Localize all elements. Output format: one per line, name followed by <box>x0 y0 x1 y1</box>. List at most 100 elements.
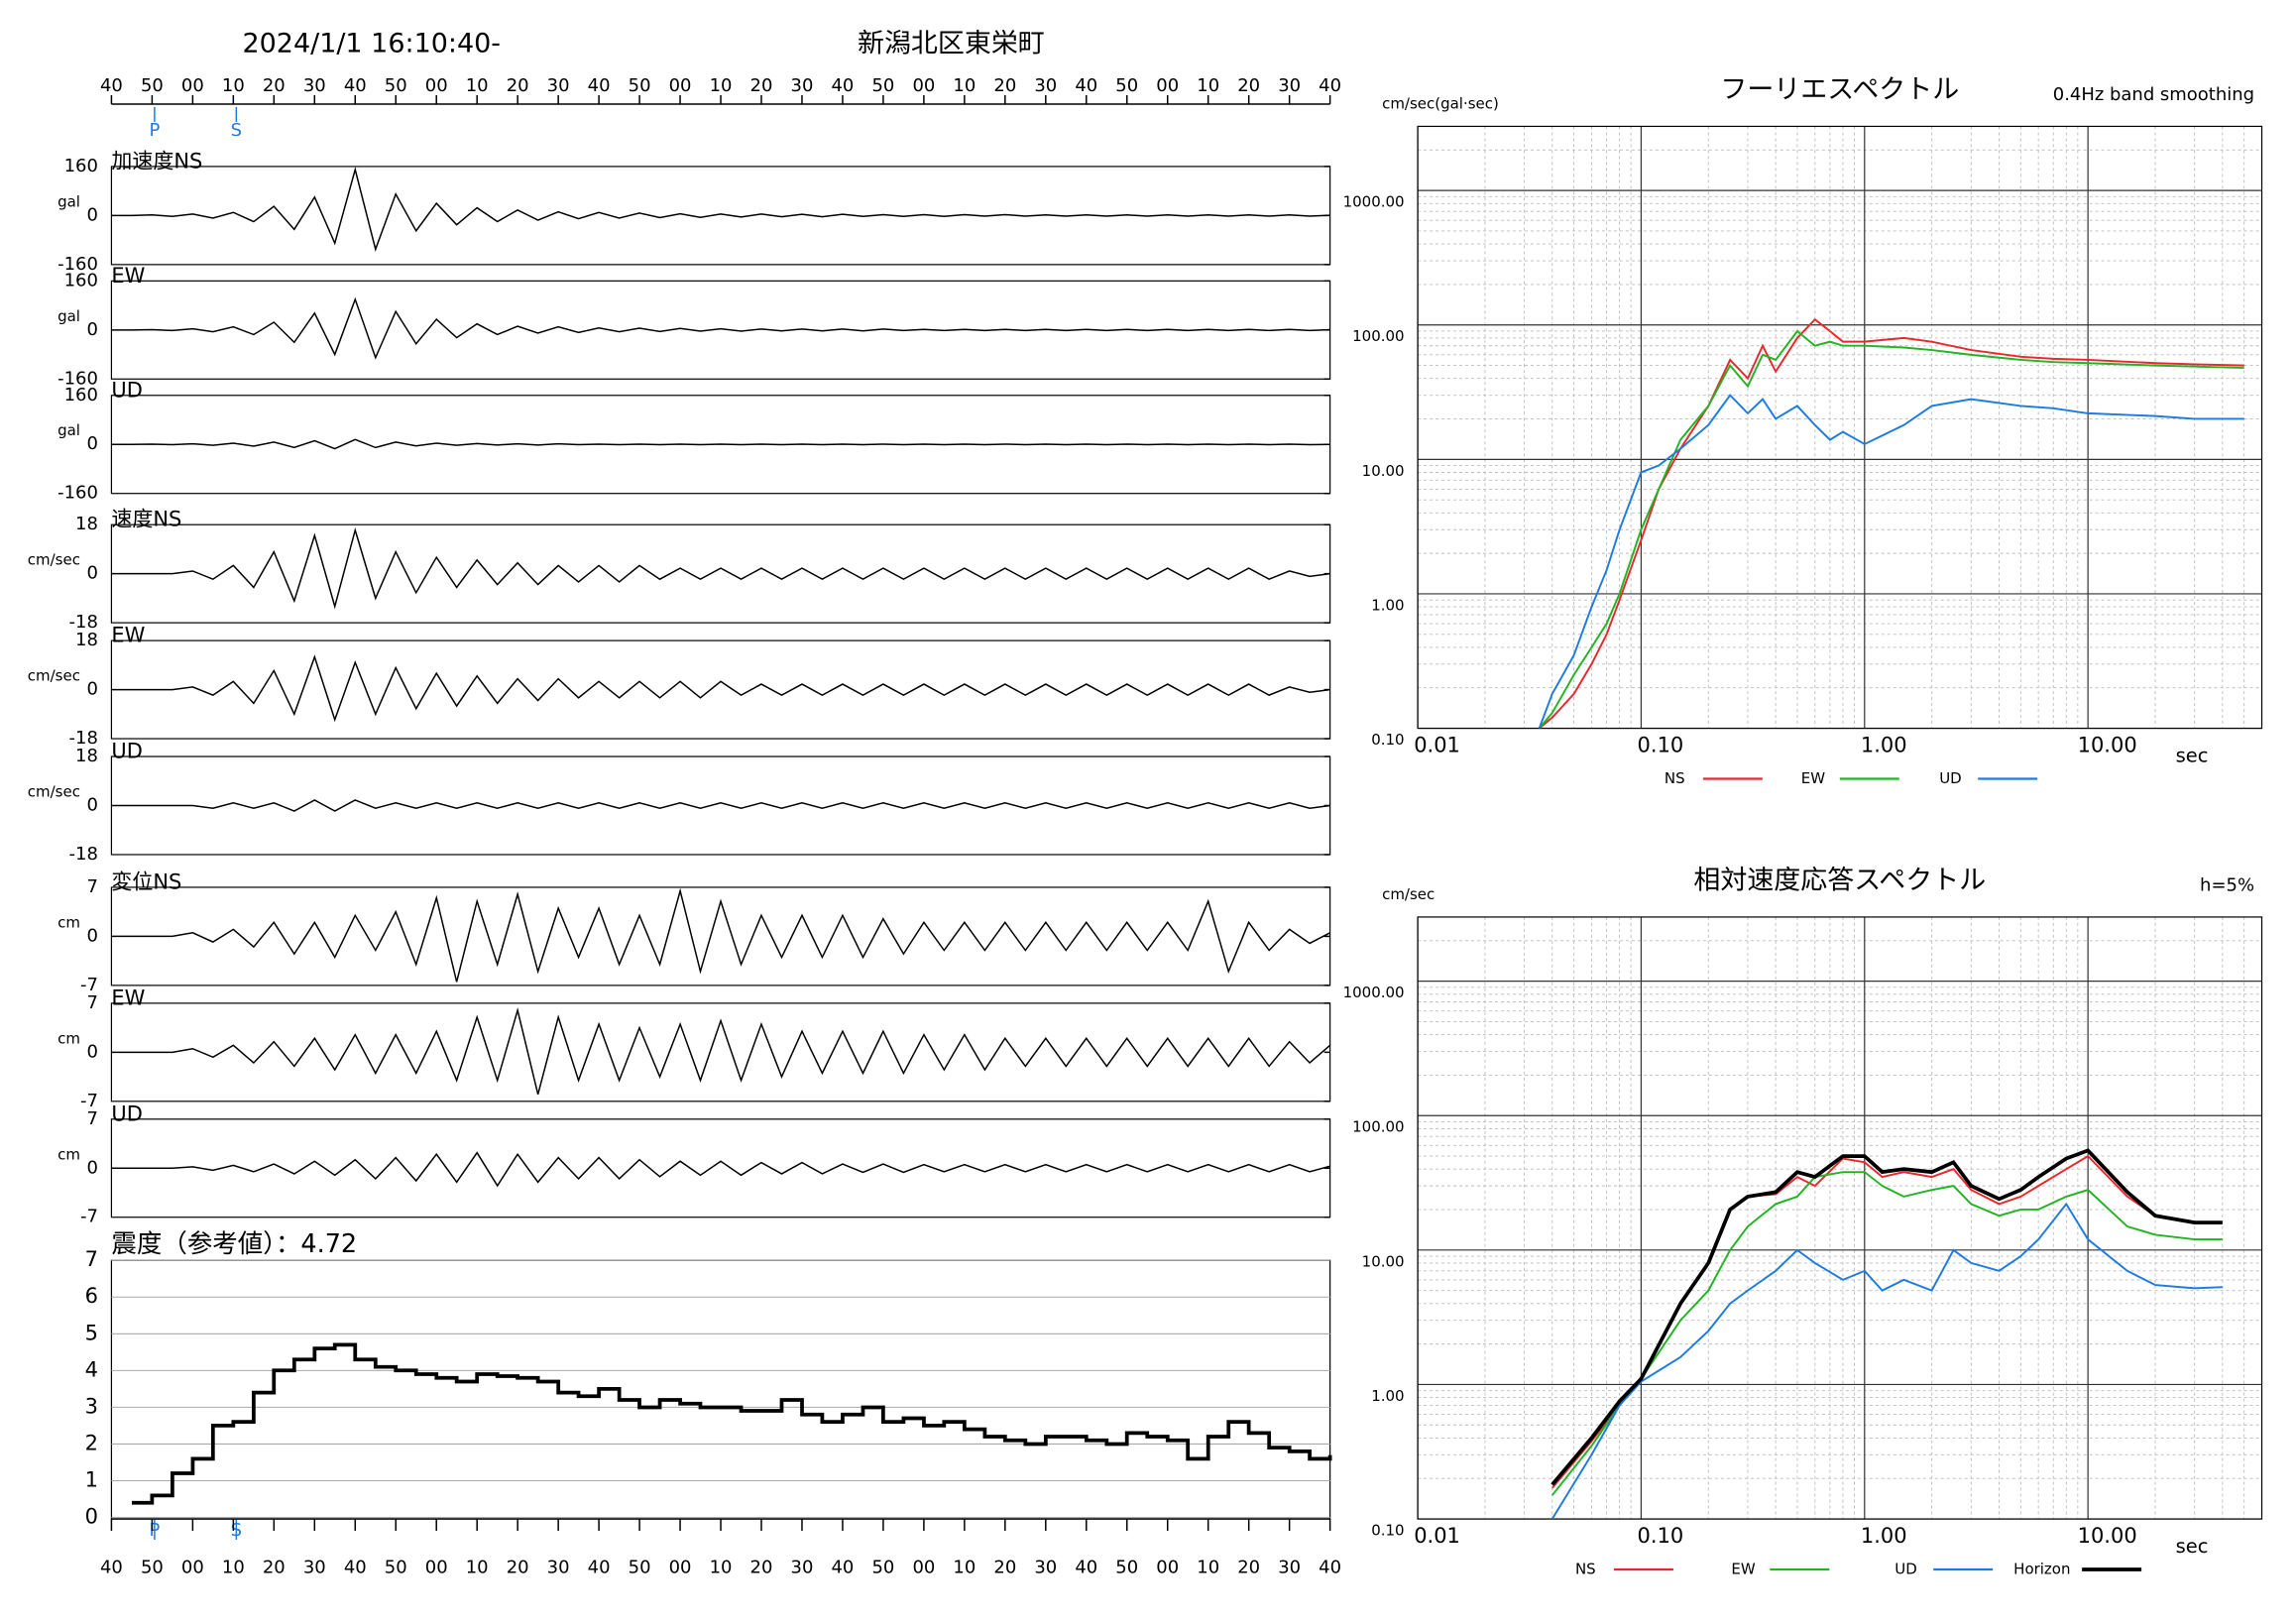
time-label: 40 <box>100 1558 123 1578</box>
time-label: 40 <box>1075 1558 1097 1578</box>
y-axis-label: cm/sec(gal·sec) <box>1382 94 1499 112</box>
time-label: 30 <box>303 1558 326 1578</box>
waveform-trace <box>111 1006 1331 1095</box>
unit-label: cm <box>57 913 80 931</box>
time-label: 50 <box>871 75 894 96</box>
time-label: 00 <box>425 75 448 96</box>
y-tick-label: 100.00 <box>1352 327 1404 345</box>
time-label: 20 <box>1237 1558 1260 1578</box>
x-axis-label: sec <box>2176 1535 2209 1558</box>
spectrum-line <box>1538 329 2244 729</box>
legend-label: Horizon <box>2013 1561 2070 1578</box>
unit-label: cm/sec <box>28 551 80 569</box>
time-label: 40 <box>1075 75 1097 96</box>
y-tick-label: 1.00 <box>1371 596 1404 614</box>
time-label: 00 <box>912 75 935 96</box>
time-label: 40 <box>100 75 123 96</box>
unit-label: cm/sec <box>28 667 80 685</box>
time-label: 00 <box>181 1558 204 1578</box>
waveform-trace <box>111 167 1330 252</box>
y-tick-label: 0 <box>86 204 97 225</box>
time-label: 50 <box>629 1558 651 1578</box>
trace-title: 変位NS <box>111 869 181 893</box>
spectrum-subtitle: 0.4Hz band smoothing <box>2053 84 2254 105</box>
time-label: 00 <box>669 75 692 96</box>
y-tick-label: 160 <box>64 270 98 290</box>
time-label: 50 <box>141 1558 164 1578</box>
y-tick-label: 2 <box>85 1431 98 1454</box>
time-label: 30 <box>1278 75 1301 96</box>
y-tick-label: -7 <box>80 975 98 995</box>
y-tick-label: 6 <box>85 1284 98 1308</box>
station-name: 新潟北区東栄町 <box>858 29 1045 59</box>
waveform-trace <box>111 1151 1330 1188</box>
time-label: 40 <box>344 75 367 96</box>
record-time: 2024/1/1 16:10:40- <box>242 29 501 59</box>
y-tick-label: 1000.00 <box>1343 193 1405 211</box>
time-label: 40 <box>832 1558 855 1578</box>
y-tick-label: 0 <box>86 319 97 340</box>
y-tick-label: 0 <box>85 1505 98 1529</box>
unit-label: gal <box>57 307 80 325</box>
y-tick-label: 3 <box>85 1394 98 1418</box>
spectrum-line <box>1539 317 2244 729</box>
y-tick-label: 0 <box>86 563 97 584</box>
trace-title: 速度NS <box>111 508 181 531</box>
time-label: 20 <box>507 1558 529 1578</box>
x-tick-label: 0.10 <box>1638 1524 1684 1548</box>
trace-title: UD <box>111 740 143 763</box>
time-label: 10 <box>222 1558 245 1578</box>
time-label: 10 <box>953 1558 976 1578</box>
y-tick-label: -18 <box>69 612 98 633</box>
time-label: 40 <box>1319 1558 1341 1578</box>
trace-frame <box>110 1118 1331 1218</box>
p-label: P <box>149 120 160 141</box>
time-label: 10 <box>953 75 976 96</box>
y-tick-label: 0 <box>86 795 97 816</box>
y-tick-label: 1.00 <box>1371 1387 1404 1405</box>
time-label: 10 <box>466 1558 489 1578</box>
legend-label: EW <box>1731 1561 1755 1578</box>
trace-title: UD <box>111 1101 143 1125</box>
y-tick-label: 18 <box>75 630 98 650</box>
y-tick-label: 10.00 <box>1362 1252 1405 1270</box>
spectrum-subtitle: h=5% <box>2200 874 2254 895</box>
waveform-trace <box>111 887 1330 983</box>
y-tick-label: 160 <box>64 156 98 176</box>
spectrum-line <box>1550 1202 2223 1520</box>
time-label: 30 <box>1278 1558 1301 1578</box>
time-label: 20 <box>750 1558 773 1578</box>
time-label: 10 <box>222 75 245 96</box>
unit-label: gal <box>57 421 80 439</box>
y-tick-label: 0 <box>86 1157 97 1178</box>
trace-frame <box>110 755 1331 856</box>
y-tick-label: 18 <box>75 746 98 766</box>
y-tick-label: 1000.00 <box>1343 984 1405 1001</box>
spectrum-title: フーリエスペクトル <box>1720 74 1959 105</box>
trace-title: EW <box>111 624 145 647</box>
y-tick-label: -18 <box>69 844 98 865</box>
legend-label: EW <box>1801 769 1825 787</box>
y-tick-label: -160 <box>57 368 98 389</box>
spectrum-line <box>1550 1171 2223 1496</box>
trace-title: EW <box>111 985 145 1009</box>
time-label: 50 <box>629 75 651 96</box>
time-label: 30 <box>547 75 570 96</box>
spectrum-title: 相対速度応答スペクトル <box>1693 865 1986 895</box>
time-label: 10 <box>466 75 489 96</box>
time-label: 30 <box>303 75 326 96</box>
time-label: 40 <box>832 75 855 96</box>
intensity-title: 震度（参考値）：4.72 <box>111 1229 357 1259</box>
y-tick-label: 0 <box>86 433 97 454</box>
time-label: 00 <box>425 1558 448 1578</box>
time-label: 50 <box>1115 1558 1138 1578</box>
waveform-trace <box>111 526 1330 610</box>
spectrum-frame <box>1417 125 2263 730</box>
time-label: 00 <box>1156 75 1179 96</box>
trace-title: EW <box>111 264 145 288</box>
time-label: 10 <box>710 75 733 96</box>
y-tick-label: 100.00 <box>1352 1118 1404 1136</box>
y-tick-label: 0.10 <box>1371 1522 1404 1540</box>
trace-title: 加速度NS <box>111 149 202 173</box>
